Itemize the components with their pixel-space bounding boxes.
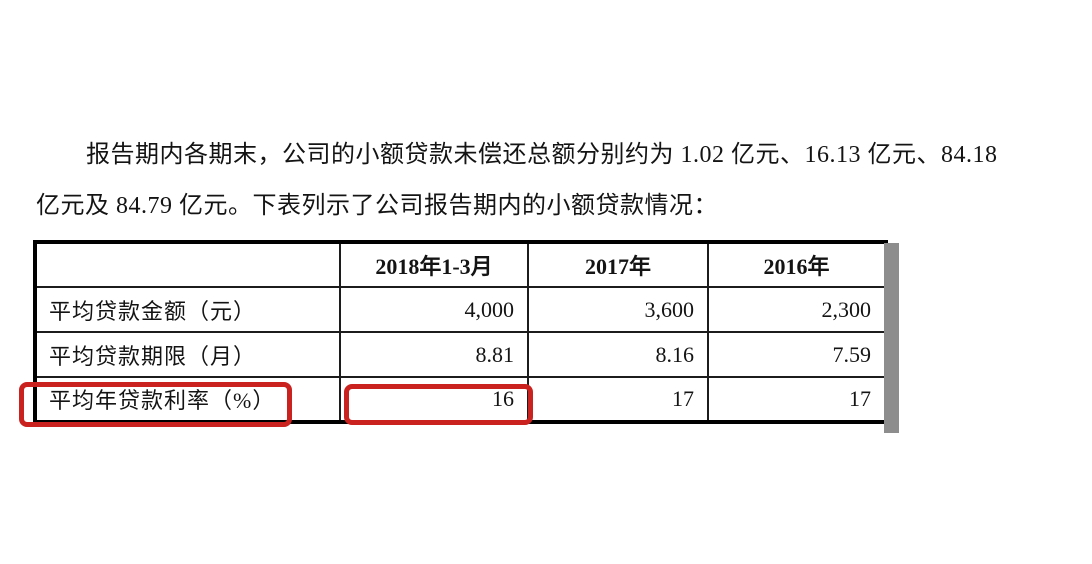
intro-paragraph: 报告期内各期末，公司的小额贷款未偿还总额分别约为 1.02 亿元、16.13 亿… [36, 130, 1052, 232]
table-drop-shadow [884, 243, 899, 433]
cell-amount-2017: 3,600 [527, 286, 709, 333]
header-2018-q1: 2018年1-3月 [339, 241, 529, 288]
header-empty-cell [34, 241, 341, 288]
cell-rate-2017: 17 [527, 376, 709, 423]
paragraph-line-1: 报告期内各期末，公司的小额贷款未偿还总额分别约为 1.02 亿元、16.13 亿… [86, 142, 998, 168]
table-row-avg-loan-amount: 平均贷款金额（元） 4,000 3,600 2,300 [34, 286, 887, 333]
loan-table-container: 2018年1-3月 2017年 2016年 平均贷款金额（元） 4,000 3,… [33, 240, 888, 424]
paragraph-line-2: 亿元及 84.79 亿元。下表列示了公司报告期内的小额贷款情况： [36, 193, 718, 219]
cell-rate-2016: 17 [707, 376, 887, 423]
header-2017: 2017年 [527, 241, 709, 288]
table-row-avg-loan-term: 平均贷款期限（月） 8.81 8.16 7.59 [34, 331, 887, 378]
row-label-avg-loan-term: 平均贷款期限（月） [34, 331, 341, 378]
row-label-avg-interest-rate: 平均年贷款利率（%） [34, 376, 341, 423]
table-header-row: 2018年1-3月 2017年 2016年 [34, 241, 887, 288]
cell-amount-2016: 2,300 [707, 286, 887, 333]
cell-term-2018: 8.81 [339, 331, 529, 378]
loan-table: 2018年1-3月 2017年 2016年 平均贷款金额（元） 4,000 3,… [33, 240, 888, 424]
header-2016: 2016年 [707, 241, 887, 288]
cell-term-2017: 8.16 [527, 331, 709, 378]
cell-term-2016: 7.59 [707, 331, 887, 378]
row-label-avg-loan-amount: 平均贷款金额（元） [34, 286, 341, 333]
cell-amount-2018: 4,000 [339, 286, 529, 333]
cell-rate-2018: 16 [339, 376, 529, 423]
table-row-avg-interest-rate: 平均年贷款利率（%） 16 17 17 [34, 376, 887, 423]
